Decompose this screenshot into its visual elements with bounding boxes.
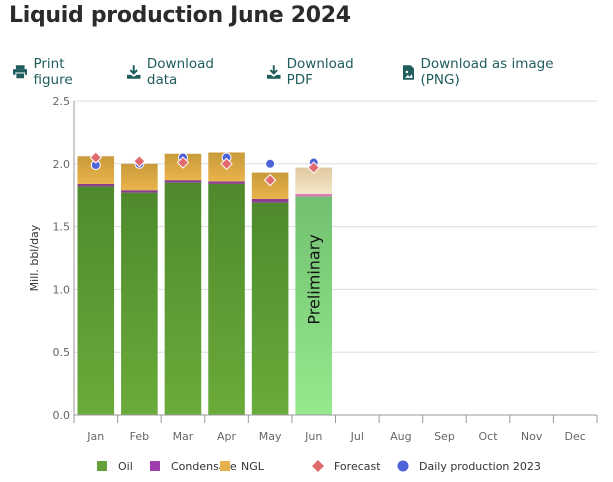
- x-tick-label: Jul: [350, 430, 364, 443]
- download-icon: [127, 65, 141, 79]
- x-tick-label: Oct: [479, 430, 499, 443]
- preliminary-label: Preliminary: [305, 234, 324, 324]
- page-title: Liquid production June 2024: [9, 3, 351, 28]
- y-tick-label: 0.0: [53, 409, 71, 422]
- printer-icon: [13, 65, 28, 79]
- legend-swatch-0: [97, 461, 107, 471]
- legend-swatch-daily: [397, 460, 409, 472]
- download-png-button[interactable]: Download as image (PNG): [402, 56, 591, 88]
- download-pdf-label: Download PDF: [286, 56, 354, 88]
- figure-toolbar: Print figure Download data Download PDF …: [13, 56, 613, 88]
- y-tick-label: 1.5: [53, 221, 71, 234]
- download-data-label: Download data: [146, 56, 214, 88]
- x-tick-label: Nov: [521, 430, 543, 443]
- download-icon: [267, 65, 281, 79]
- forecast-point: [176, 156, 190, 169]
- download-pdf-button[interactable]: Download PDF: [267, 56, 381, 88]
- forecast-point: [220, 157, 233, 171]
- legend-label: NGL: [241, 460, 265, 473]
- x-tick-label: Jun: [304, 430, 322, 443]
- print-figure-button[interactable]: Print figure: [13, 56, 105, 88]
- legend-swatch-1: [150, 461, 160, 471]
- print-figure-label: Print figure: [33, 56, 73, 88]
- legend-label: Daily production 2023: [419, 460, 541, 473]
- y-tick-label: 1.0: [53, 283, 71, 296]
- bar-condensate: [164, 180, 202, 183]
- forecast-point: [307, 161, 320, 174]
- x-tick-label: Feb: [130, 430, 149, 443]
- bar-condensate: [121, 190, 158, 193]
- bar-oil: [77, 186, 115, 415]
- x-tick-label: Sep: [434, 430, 455, 443]
- bar-condensate: [208, 181, 245, 184]
- download-png-label: Download as image (PNG): [420, 56, 554, 88]
- y-tick-label: 2.5: [53, 95, 71, 108]
- forecast-point: [133, 155, 146, 168]
- bar-oil: [251, 202, 289, 415]
- x-tick-label: Apr: [217, 430, 237, 443]
- bar-oil: [208, 183, 245, 415]
- x-tick-label: Dec: [565, 430, 586, 443]
- legend-label: Oil: [118, 460, 133, 473]
- legend-label: Forecast: [334, 460, 381, 473]
- image-file-icon: [402, 64, 415, 80]
- legend-swatch-forecast: [312, 460, 324, 472]
- download-data-button[interactable]: Download data: [127, 56, 245, 88]
- bar-oil: [295, 196, 332, 415]
- bar-oil: [164, 182, 202, 415]
- bar-oil: [121, 192, 158, 415]
- y-tick-label: 0.5: [53, 346, 71, 359]
- forecast-point: [263, 173, 277, 187]
- x-tick-label: Jan: [86, 430, 104, 443]
- bar-condensate: [251, 198, 289, 203]
- y-axis-label: Mill. bbl/day: [28, 224, 41, 291]
- bar-condensate: [77, 183, 115, 187]
- y-tick-label: 2.0: [53, 158, 71, 171]
- x-tick-label: Aug: [390, 430, 411, 443]
- legend-swatch-2: [220, 461, 230, 471]
- x-tick-label: Mar: [173, 430, 194, 443]
- x-tick-label: May: [259, 430, 282, 443]
- forecast-point: [89, 151, 102, 164]
- daily-production-2023-point: [265, 158, 276, 169]
- bar-condensate: [295, 193, 332, 197]
